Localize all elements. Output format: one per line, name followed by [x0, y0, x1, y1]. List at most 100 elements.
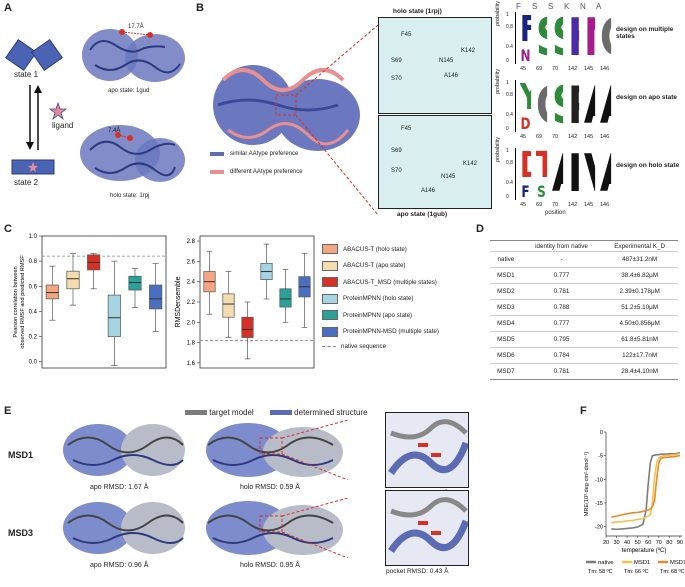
- kd-cell: 51.2±5.10μM: [601, 299, 678, 316]
- kd-cell: 38.4±6.82μM: [601, 267, 678, 284]
- logo-ytick: 1: [506, 80, 509, 86]
- panel-e-legend: target model determined structure: [185, 408, 368, 417]
- apo-residue: S69: [391, 148, 402, 154]
- series-line-MSD7: [611, 454, 681, 518]
- rmsf-correlation-boxplot: 1.0 0.8 0.6 0.4 0.2 0.0 Pearson correlation be…: [13, 234, 167, 369]
- pocket-rmsd-label: pocket RMSD: 0.43 Å: [386, 568, 449, 575]
- legend-label: native sequence: [341, 343, 387, 350]
- logo-ytick: 1: [506, 148, 509, 154]
- box-4: [128, 268, 142, 309]
- holo-superposition-image: [198, 497, 349, 559]
- kd-cell: 122±17.7nM: [601, 347, 678, 364]
- holo-pocket-title: holo state (1rpj): [393, 8, 442, 15]
- ytick-label: 0: [600, 430, 603, 436]
- box-1: [66, 253, 80, 306]
- legend-label: ProteinMPNN-MSD (multiple state): [343, 328, 439, 335]
- logo-position-label: 69: [536, 134, 543, 140]
- kd-cell: MSD6: [490, 347, 522, 364]
- panel-letter-e: E: [4, 405, 12, 417]
- legend-label: ProteinMPNN (apo state): [343, 311, 413, 319]
- logo-column: P: [566, 80, 581, 132]
- ytick-label: 0.8: [29, 259, 38, 265]
- state1-label: state 1: [14, 70, 39, 79]
- apo-residue: S70: [391, 168, 402, 174]
- kd-table-row: MSD5 0.795 61.8±5.81nM: [490, 331, 678, 348]
- logo-column: G: [598, 12, 613, 64]
- cd-melt-chart: 0 -5 -10 -15 -20 20 30 40 50 60 70 80 90 temperature …: [584, 430, 685, 575]
- logo-letter: A: [584, 80, 595, 132]
- logo-ylabel: probability: [495, 68, 501, 94]
- apo-pocket-title: apo state (1gub): [397, 211, 448, 218]
- logo-column: A: [582, 80, 597, 132]
- panel-c-legend: ABACUS-T (holo state) ABACUS-T (apo state…: [322, 244, 477, 357]
- kd-cell: MSD4: [490, 315, 522, 332]
- apo-residue: K142: [463, 161, 478, 167]
- box-3: [260, 243, 273, 300]
- xtick-label: 70: [656, 540, 662, 546]
- kd-header-kd: Experimental K_D: [601, 240, 678, 252]
- holo-residue: A146: [444, 73, 459, 79]
- msd-row-label: MSD1: [8, 450, 34, 460]
- holo-state-label: holo state: 1rpj: [110, 193, 150, 199]
- kd-cell: -: [521, 251, 602, 268]
- kd-table-wrap: identity from native Experimental K_D na…: [490, 240, 680, 380]
- kd-header-identity: identity from native: [521, 240, 602, 252]
- ligand-label: ligand: [52, 121, 74, 130]
- legend-series-name: MSD7: [670, 560, 685, 566]
- legend-item: ProteinMPNN-MSD (multiple state): [322, 326, 477, 337]
- ligand-star-icon: [48, 101, 68, 121]
- kd-table-row: MSD2 0.781 2.39±0.178μM: [490, 283, 678, 300]
- logo-column: S: [534, 12, 549, 64]
- apo-residue: N145: [441, 174, 456, 180]
- kd-cell: 0.781: [521, 363, 602, 380]
- xtick-label: 90: [677, 540, 683, 546]
- panel-letter-c: C: [4, 223, 12, 235]
- apo-residue: F45: [401, 126, 412, 132]
- msd-row-label: MSD3: [8, 528, 34, 538]
- legend-swatch: [322, 277, 338, 287]
- panel-letter-b: B: [196, 2, 204, 14]
- logo-design-label: design on holo state: [616, 162, 680, 169]
- logo-letter: P: [568, 80, 579, 132]
- logo-column: YD: [518, 80, 533, 132]
- box-5: [298, 252, 311, 328]
- logo-column: FN: [518, 12, 533, 64]
- logo-letter: A: [600, 80, 611, 132]
- kd-cell: MSD7: [490, 363, 522, 380]
- logo-axis: [515, 12, 516, 64]
- logo-ytick: 0: [506, 194, 509, 200]
- rmsd-ensemble-boxplot: 2.8 2.6 2.4 2.2 2.0 1.8 1.6 RMSDensemble: [175, 235, 315, 369]
- logo-letter: F: [520, 12, 531, 48]
- logo-position-label: 146: [600, 66, 610, 72]
- holo-residue: K142: [461, 48, 476, 54]
- holo-residue: F45: [401, 32, 412, 38]
- holo-protein-cartoon: [80, 125, 185, 182]
- holo-residue: S70: [391, 76, 402, 82]
- kd-cell: 0.795: [521, 331, 602, 348]
- ytick-label: 2.4: [187, 280, 196, 286]
- logo-position-label: 45: [520, 202, 527, 208]
- logo-position-label: 145: [584, 134, 594, 140]
- holo-superposition-image: [198, 419, 349, 481]
- apo-residue: A146: [421, 188, 436, 194]
- logo-letter: D: [520, 148, 531, 184]
- ytick-label: 2.8: [187, 239, 196, 245]
- legend-tm: Tm: 58 ºC: [588, 568, 613, 575]
- ytick-label: 2.6: [187, 259, 196, 265]
- kd-cell: 0.777: [521, 267, 602, 284]
- holo-rmsd-label: holo RMSD: 0.95 Å: [240, 562, 300, 569]
- logo-letter: G: [600, 12, 611, 64]
- apo-distance-label: 17.7Å: [128, 24, 144, 30]
- kd-cell: 0.788: [521, 299, 602, 316]
- logo-letter: S: [537, 184, 546, 200]
- holo-distance-label: 7.4Å: [108, 128, 121, 134]
- legend-different-aatype: different AAtype preference: [230, 169, 303, 175]
- holo-residue: N145: [439, 58, 454, 64]
- ytick-label: -5: [598, 454, 603, 460]
- kd-cell: native: [490, 251, 522, 268]
- kd-table-row: native -487±31.2nM: [490, 251, 678, 268]
- legend-label: ABACUS-T_MSD (multiple states): [343, 278, 437, 286]
- kd-cell: 28.4±4.10nM: [601, 363, 678, 380]
- xtick-label: 80: [666, 540, 672, 546]
- legend-item: ProteinMPNN (holo state): [322, 293, 477, 304]
